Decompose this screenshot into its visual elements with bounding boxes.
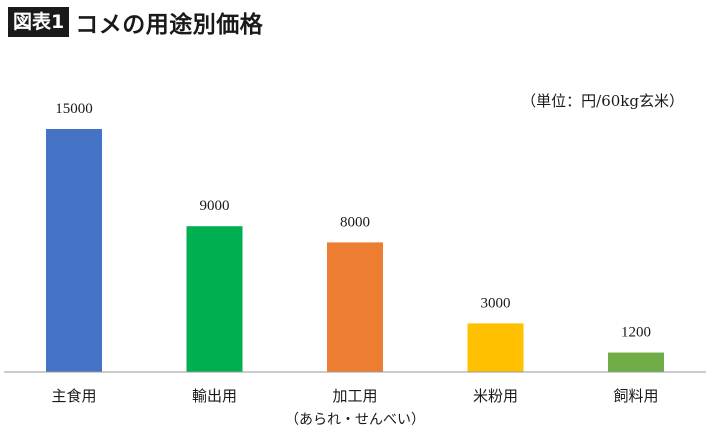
category-note-2: （あられ・せんべい） [285,412,425,428]
title-row: 図表1 コメの用途別価格 [8,6,263,38]
bars-group [46,129,664,372]
category-label-0: 主食用 [51,387,96,405]
bar-0 [46,129,102,372]
category-label-2: 加工用 [332,387,377,405]
value-label-2: 8000 [340,214,370,230]
value-label-1: 9000 [200,198,230,214]
bar-1 [186,226,243,372]
value-label-4: 1200 [621,325,651,341]
unit-note: （単位：円/60kg玄米） [521,92,684,110]
bar-3 [467,323,524,372]
chart-title: コメの用途別価格 [75,12,264,38]
category-label-1: 輸出用 [192,387,237,405]
value-label-0: 15000 [55,101,93,117]
bar-2 [327,242,383,372]
category-label-3: 米粉用 [473,387,518,405]
category-label-4: 飼料用 [613,387,658,405]
bar-4 [608,352,664,372]
value-label-3: 3000 [481,295,511,311]
labels-group: 15000 主食用 9000 輸出用 8000 加工用 （あられ・せんべい） 3000 米粉用 1… [51,101,658,428]
figure-badge: 図表1 [8,7,70,37]
